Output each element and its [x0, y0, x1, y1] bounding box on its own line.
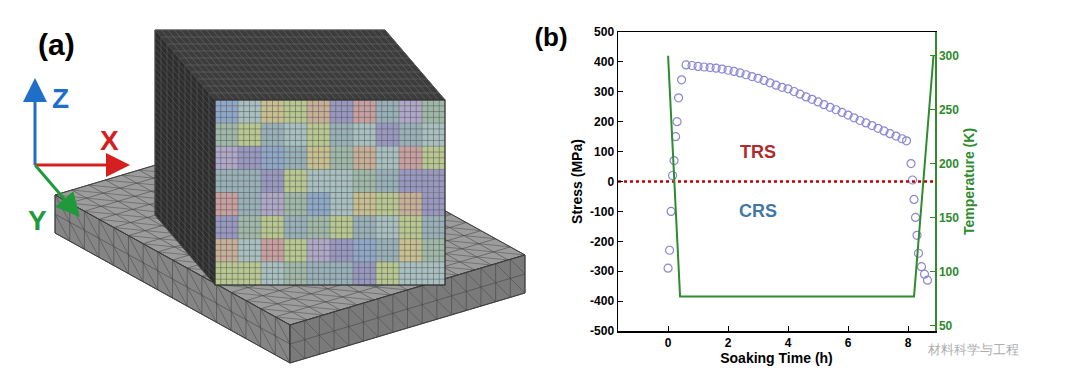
svg-text:250: 250	[939, 103, 959, 117]
svg-text:500: 500	[594, 25, 614, 39]
svg-text:8: 8	[905, 336, 912, 350]
svg-text:100: 100	[594, 145, 614, 159]
svg-text:50: 50	[939, 319, 953, 333]
svg-text:6: 6	[845, 336, 852, 350]
svg-text:200: 200	[939, 157, 959, 171]
svg-text:400: 400	[594, 55, 614, 69]
svg-text:TRS: TRS	[740, 142, 776, 162]
svg-text:2: 2	[725, 336, 732, 350]
svg-text:300: 300	[594, 85, 614, 99]
svg-text:-400: -400	[590, 294, 614, 308]
svg-text:(a): (a)	[38, 28, 75, 61]
svg-text:0: 0	[665, 336, 672, 350]
svg-text:-300: -300	[590, 264, 614, 278]
svg-text:(b): (b)	[534, 22, 567, 52]
svg-text:150: 150	[939, 211, 959, 225]
svg-text:100: 100	[939, 265, 959, 279]
svg-text:Soaking Time (h): Soaking Time (h)	[720, 350, 833, 366]
svg-text:X: X	[100, 125, 119, 156]
svg-text:-500: -500	[590, 324, 614, 338]
svg-text:Y: Y	[28, 205, 47, 236]
svg-text:0: 0	[607, 175, 614, 189]
svg-text:Z: Z	[52, 83, 69, 114]
svg-text:-100: -100	[590, 205, 614, 219]
svg-text:-200: -200	[590, 235, 614, 249]
svg-text:CRS: CRS	[739, 201, 777, 221]
svg-text:4: 4	[785, 336, 792, 350]
svg-text:Stress (MPa): Stress (MPa)	[569, 139, 585, 224]
svg-text:材料科学与工程: 材料科学与工程	[927, 342, 1019, 357]
svg-text:200: 200	[594, 115, 614, 129]
svg-text:300: 300	[939, 49, 959, 63]
svg-text:Temperature (K): Temperature (K)	[961, 128, 977, 235]
